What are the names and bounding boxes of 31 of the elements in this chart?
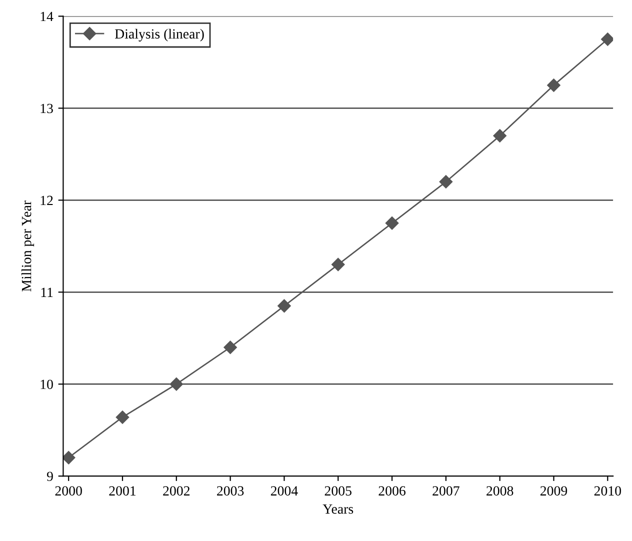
y-tick-label: 9 — [46, 472, 53, 482]
point — [170, 378, 183, 391]
point — [278, 299, 291, 313]
x-tick-label: 2007 — [432, 486, 460, 496]
point — [439, 175, 453, 188]
x-tick-label: 2000 — [55, 486, 82, 496]
y-tick-label: 11 — [41, 288, 53, 297]
x-tick-label: 2003 — [217, 486, 244, 496]
legend-label: Dialysis (linear) — [114, 28, 204, 42]
point — [63, 451, 76, 464]
point — [116, 410, 130, 424]
x-tick-label: 2001 — [109, 486, 136, 496]
x-axis-title: Years — [322, 504, 354, 514]
y-tick-label: 14 — [40, 12, 54, 22]
point — [332, 258, 345, 272]
x-tick-label: 2004 — [270, 486, 298, 496]
x-tick-label: 2005 — [324, 486, 352, 496]
y-tick-label: 13 — [40, 104, 53, 114]
y-tick-label: 12 — [40, 196, 53, 205]
x-tick-label: 2008 — [486, 486, 514, 496]
y-axis-title: Million per Year — [21, 200, 34, 292]
x-tick-label: 2010 — [594, 486, 622, 496]
y-tick-label: 10 — [40, 380, 53, 390]
point — [385, 216, 399, 230]
x-tick-label: 2006 — [378, 486, 406, 496]
x-tick-label: 2009 — [540, 486, 568, 496]
point — [493, 129, 506, 142]
point — [601, 32, 614, 46]
x-tick-label: 2002 — [163, 486, 190, 496]
point — [224, 340, 237, 354]
point — [547, 78, 560, 92]
